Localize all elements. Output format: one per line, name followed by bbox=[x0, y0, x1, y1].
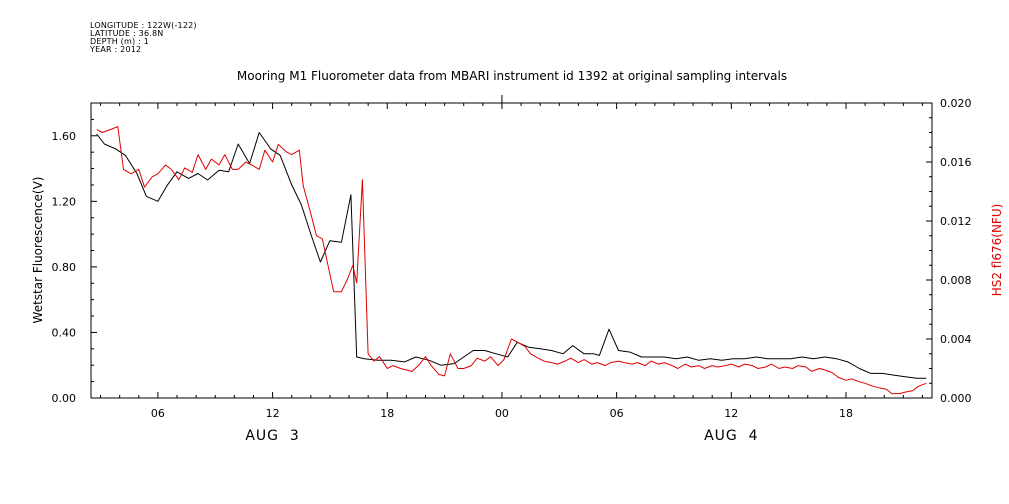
date-label: AUG 4 bbox=[704, 428, 758, 444]
date-labels: AUG 3 AUG 4 bbox=[245, 428, 758, 444]
x-tick-label: 06 bbox=[610, 407, 624, 420]
y-right-tick-label: 0.004 bbox=[940, 333, 972, 346]
y-axis-right: 0.000 0.004 0.008 0.012 0.016 0.020 bbox=[926, 97, 972, 405]
x-tick-label: 06 bbox=[151, 407, 165, 420]
x-tick-label: 18 bbox=[380, 407, 394, 420]
y-left-label: Wetstar Fluorescence(V) bbox=[31, 177, 45, 324]
chart-title: Mooring M1 Fluorometer data from MBARI i… bbox=[237, 69, 787, 83]
x-tick-label: 18 bbox=[839, 407, 853, 420]
date-label: AUG 3 bbox=[245, 428, 299, 444]
y-axis-left: 0.00 0.40 0.80 1.20 1.60 bbox=[52, 102, 97, 405]
x-tick-label: 12 bbox=[266, 407, 280, 420]
x-axis: 06 12 18 00 06 12 18 bbox=[100, 95, 923, 420]
y-right-tick-label: 0.016 bbox=[940, 156, 972, 169]
y-right-tick-label: 0.020 bbox=[940, 97, 972, 110]
y-left-tick-label: 1.60 bbox=[52, 130, 77, 143]
x-tick-label: 12 bbox=[724, 407, 738, 420]
y-right-tick-label: 0.000 bbox=[940, 392, 972, 405]
y-left-tick-label: 0.00 bbox=[52, 392, 77, 405]
series-layer bbox=[96, 126, 927, 395]
y-right-tick-label: 0.008 bbox=[940, 274, 972, 287]
series-line-wetstar bbox=[96, 132, 927, 379]
y-left-tick-label: 1.20 bbox=[52, 195, 77, 208]
meta-year: YEAR : 2012 bbox=[90, 45, 142, 54]
y-right-label: HS2 fl676(NFU) bbox=[990, 204, 1004, 297]
meta-longitude: LONGITUDE : 122W(-122) bbox=[90, 21, 197, 30]
y-left-tick-label: 0.40 bbox=[52, 326, 77, 339]
plot-frame bbox=[90, 102, 933, 399]
x-tick-label: 00 bbox=[495, 407, 509, 420]
meta-latitude: LATITUDE : 36.8N bbox=[90, 29, 164, 38]
meta-depth: DEPTH (m) : 1 bbox=[90, 37, 149, 46]
y-left-tick-label: 0.80 bbox=[52, 261, 77, 274]
y-right-tick-label: 0.012 bbox=[940, 215, 972, 228]
series-line-hs2 bbox=[96, 126, 927, 395]
